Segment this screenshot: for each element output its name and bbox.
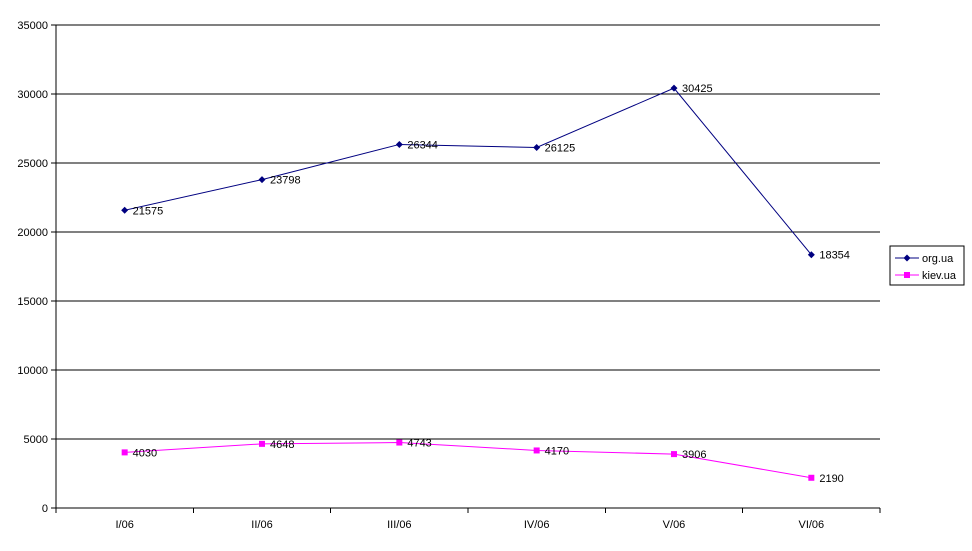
x-tick-label: II/06	[251, 519, 272, 531]
legend	[889, 245, 965, 286]
legend-marker	[903, 254, 911, 262]
data-point	[396, 439, 403, 446]
data-label: 21575	[133, 205, 164, 217]
data-label: 4743	[407, 438, 431, 450]
y-tick-label: 10000	[17, 365, 48, 377]
x-tick-label: VI/06	[798, 519, 824, 531]
data-label: 26344	[407, 139, 438, 151]
series-line-org.ua	[124, 87, 812, 256]
x-tick-label: V/06	[663, 519, 686, 531]
data-point	[259, 440, 265, 447]
data-label: 3906	[682, 449, 706, 461]
data-point	[533, 447, 540, 454]
data-label: 18354	[819, 250, 850, 262]
data-point	[807, 251, 815, 259]
y-tick-label: 35000	[17, 20, 48, 32]
data-label: 2190	[819, 473, 843, 485]
y-tick-label: 25000	[17, 158, 48, 170]
data-point	[808, 474, 815, 481]
data-point	[258, 176, 266, 184]
y-tick-label: 5000	[24, 434, 48, 446]
data-point	[671, 451, 677, 458]
legend-label: kiev.ua	[922, 270, 957, 282]
y-tick-label: 0	[42, 503, 48, 515]
legend-marker	[904, 272, 910, 278]
data-label: 4648	[270, 439, 294, 451]
data-point	[670, 84, 678, 92]
y-tick-label: 20000	[17, 227, 48, 239]
y-tick-label: 30000	[17, 89, 48, 101]
x-tick-label: I/06	[115, 519, 133, 531]
data-label: 4030	[133, 447, 157, 459]
data-label: 26125	[545, 142, 576, 154]
data-label: 30425	[682, 83, 713, 95]
data-label: 23798	[270, 175, 301, 187]
data-point	[121, 449, 128, 456]
y-tick-label: 15000	[17, 296, 48, 308]
data-point	[533, 143, 541, 151]
legend-label: org.ua	[922, 253, 954, 265]
x-tick-label: III/06	[387, 519, 411, 531]
x-tick-label: IV/06	[524, 519, 550, 531]
data-point	[395, 140, 403, 148]
data-label: 4170	[545, 445, 569, 457]
series-line-kiev.ua	[124, 442, 812, 479]
data-point	[121, 206, 129, 214]
